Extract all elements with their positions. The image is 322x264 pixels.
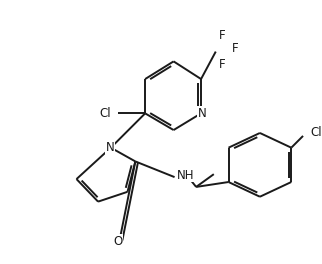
Text: F: F — [232, 42, 238, 55]
Text: F: F — [219, 29, 225, 43]
Text: O: O — [113, 235, 122, 248]
Text: Cl: Cl — [99, 107, 111, 120]
Text: Cl: Cl — [310, 125, 322, 139]
Text: F: F — [219, 58, 225, 71]
Text: N: N — [198, 107, 206, 120]
Text: NH: NH — [176, 169, 194, 182]
Text: N: N — [106, 141, 114, 154]
